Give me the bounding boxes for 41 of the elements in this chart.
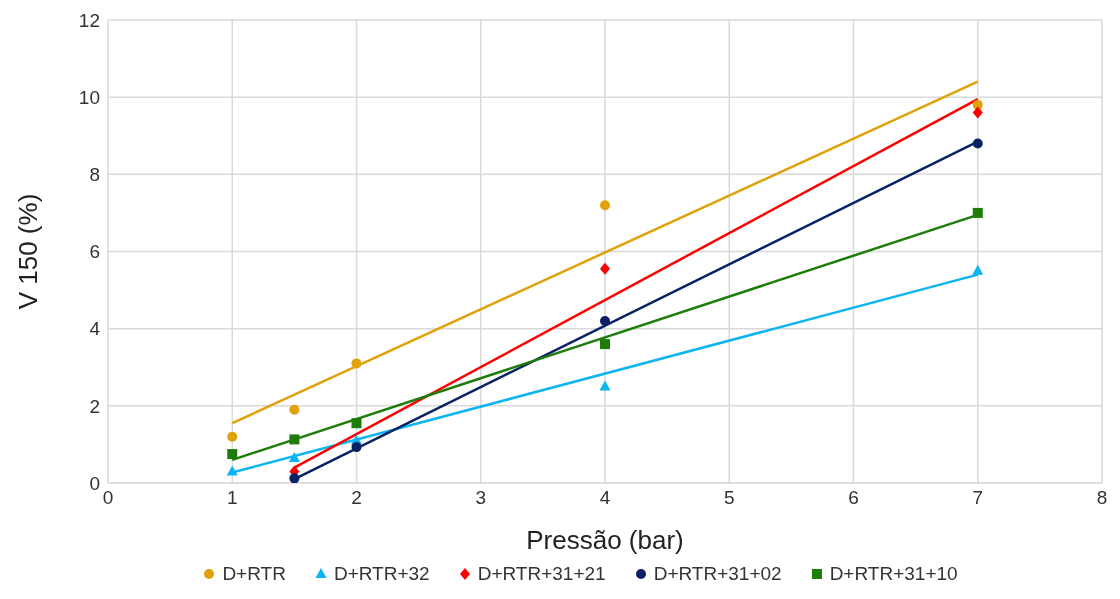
point — [351, 358, 362, 369]
point — [972, 138, 983, 149]
legend-label: D+RTR+31+10 — [829, 563, 958, 585]
point — [226, 465, 238, 476]
y-tick-label: 6 — [89, 241, 100, 263]
point — [289, 434, 300, 445]
y-tick-label: 12 — [78, 9, 100, 31]
point — [600, 262, 610, 275]
legend-label: D+RTR+31+21 — [477, 563, 606, 585]
point — [972, 207, 983, 218]
x-tick-label: 5 — [723, 487, 735, 509]
point — [289, 404, 300, 415]
x-tick-label: 6 — [848, 487, 859, 509]
point — [227, 431, 238, 442]
point — [600, 315, 610, 326]
point — [351, 442, 362, 453]
legend-label: D+RTR+32 — [333, 563, 430, 585]
y-axis-title: V 150 (%) — [13, 193, 44, 310]
point — [599, 380, 611, 391]
y-tick-label: 0 — [89, 472, 100, 494]
point — [972, 106, 983, 119]
x-tick-label: 1 — [226, 487, 238, 509]
y-tick-label: 2 — [89, 395, 100, 417]
y-tick-label: 10 — [78, 86, 100, 108]
point — [289, 473, 300, 483]
y-tick-label: 4 — [89, 318, 101, 340]
point — [600, 200, 610, 211]
legend-label: D+RTR+31+02 — [653, 563, 782, 585]
legend-label: D+RTR — [222, 563, 286, 585]
point — [972, 264, 984, 275]
x-tick-label: 2 — [351, 487, 362, 509]
x-tick-label: 8 — [1096, 487, 1108, 509]
y-tick-label: 8 — [89, 164, 100, 186]
x-tick-label: 4 — [599, 487, 611, 509]
x-tick-label: 7 — [972, 487, 984, 509]
point — [351, 418, 362, 429]
x-tick-label: 3 — [475, 487, 487, 509]
point — [288, 451, 300, 462]
point — [600, 339, 610, 350]
x-axis-title: Pressão (bar) — [526, 525, 684, 555]
point — [227, 449, 238, 460]
